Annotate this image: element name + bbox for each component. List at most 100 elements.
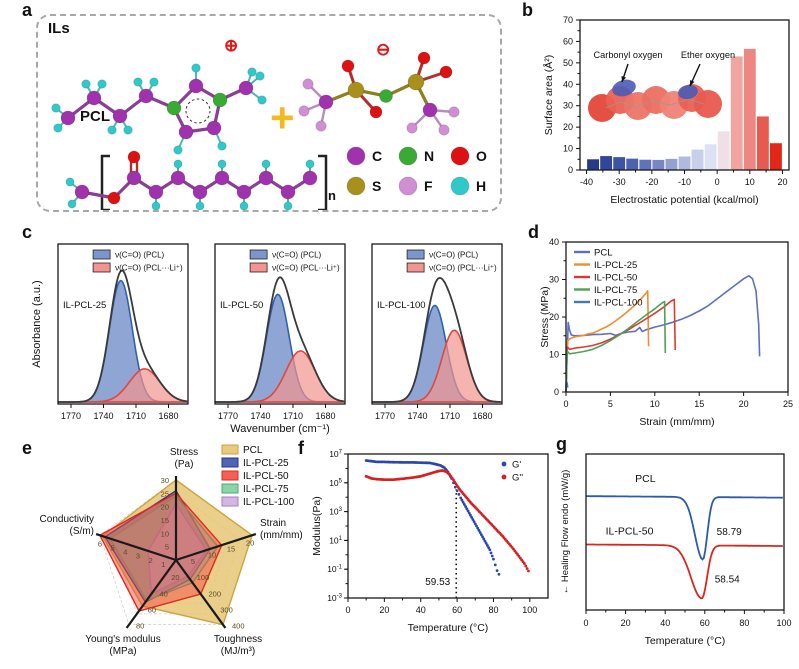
plus-sign: +	[270, 94, 295, 141]
svg-text:60: 60	[563, 36, 573, 46]
panel-label-g: g	[556, 434, 567, 454]
svg-text:Temperature (°C): Temperature (°C)	[645, 635, 726, 647]
melting-point-pcl: 58.79	[717, 527, 742, 538]
atom-H	[217, 159, 227, 169]
svg-text:6: 6	[98, 539, 102, 548]
panel-d-stress-strain-chart: 0 5 10 15 20 25 0 10 20 30 40 Strain (mm/mm) Stress …	[539, 237, 793, 428]
svg-text:C: C	[372, 148, 382, 164]
atom-C	[170, 170, 186, 186]
svg-text:25: 25	[783, 399, 793, 409]
panel-label-a: a	[22, 0, 33, 20]
esp-bar	[691, 149, 704, 170]
esp-bar	[665, 158, 678, 170]
svg-text:10-3: 10-3	[327, 593, 342, 603]
svg-text:IL-PCL-50: IL-PCL-50	[594, 273, 637, 284]
panel-label-f: f	[298, 438, 304, 458]
svg-text:-30: -30	[613, 177, 626, 187]
svg-text:0: 0	[554, 387, 559, 397]
svg-text:IL-PCL-25: IL-PCL-25	[594, 260, 637, 271]
atom-C	[236, 184, 252, 200]
svg-text:50: 50	[563, 58, 573, 68]
svg-text:Stress: Stress	[170, 447, 198, 458]
svg-text:60: 60	[700, 618, 710, 628]
esp-bar	[600, 156, 613, 170]
svg-text:H: H	[476, 178, 486, 194]
molecule-drawing: C N O S F H	[51, 51, 487, 210]
svg-text:80: 80	[488, 605, 498, 615]
atom-F	[315, 120, 327, 132]
atom-C	[258, 170, 274, 186]
atom-H	[173, 159, 183, 169]
esp-bar	[613, 157, 626, 170]
atom-F	[298, 105, 310, 117]
svg-text:20: 20	[563, 122, 573, 132]
svg-text:10: 10	[563, 144, 573, 154]
svg-text:1740: 1740	[407, 411, 427, 421]
esp-bar	[587, 159, 599, 170]
svg-text:10: 10	[549, 350, 559, 360]
atom-C	[302, 170, 318, 186]
svg-text:20: 20	[379, 605, 389, 615]
esp-bar	[652, 159, 665, 170]
svg-text:(mm/mm): (mm/mm)	[260, 530, 303, 541]
atom-C	[318, 94, 334, 110]
svg-text:107: 107	[329, 449, 342, 459]
svg-text:1740: 1740	[250, 411, 270, 421]
curve-label-il-pcl-50: IL-PCL-50	[606, 525, 654, 537]
svg-text:40: 40	[549, 237, 559, 247]
atom-H	[151, 201, 161, 210]
melting-point-il-pcl-50: 58.54	[715, 575, 740, 586]
svg-text:4: 4	[123, 548, 127, 557]
esp-bar	[756, 116, 769, 170]
atom-H	[261, 159, 271, 169]
atom-O	[107, 191, 121, 205]
svg-text:200: 200	[209, 589, 222, 598]
esp-bar	[743, 48, 756, 170]
svg-text:1770: 1770	[375, 411, 395, 421]
svg-text:Ether oxygen: Ether oxygen	[681, 50, 735, 60]
svg-text:1680: 1680	[158, 411, 178, 421]
atom-C	[148, 184, 164, 200]
atom-N	[212, 92, 228, 108]
atom-H	[247, 67, 257, 77]
svg-text:15: 15	[161, 516, 169, 525]
atom-C	[422, 102, 438, 118]
svg-text:0: 0	[568, 165, 573, 175]
atom-C	[192, 184, 208, 200]
curve-label-pcl: PCL	[635, 473, 656, 485]
panel-e-radar-chart: 5101520253051015201002003004002040608012…	[40, 444, 303, 657]
svg-text:70: 70	[563, 15, 573, 25]
svg-text:5: 5	[191, 557, 195, 566]
atom-S	[407, 73, 425, 91]
svg-text:PCL: PCL	[243, 445, 263, 456]
esp-bar	[639, 159, 652, 170]
svg-text:0: 0	[345, 605, 350, 615]
panel-b-esp-bar-chart: -40 -30 -20 -10 0 10 20 0 10 20 30 40 50 60 70 Electros…	[542, 15, 790, 206]
anion-charge-icon: ⊖	[376, 40, 391, 59]
svg-text:103: 103	[329, 507, 342, 517]
svg-text:100: 100	[522, 605, 537, 615]
svg-text:G': G'	[512, 460, 521, 471]
atom-H	[107, 125, 117, 135]
svg-text:10: 10	[650, 399, 660, 409]
svg-text:-10: -10	[678, 177, 691, 187]
svg-text:ν(C=O) (PCL): ν(C=O) (PCL)	[429, 251, 478, 260]
series-IL-PCL-75	[565, 300, 667, 393]
atom-O	[439, 65, 453, 79]
svg-text:20: 20	[777, 177, 787, 187]
svg-text:Electrostatic potential (kcal/: Electrostatic potential (kcal/mol)	[610, 194, 758, 206]
svg-text:20: 20	[739, 399, 749, 409]
atom-H	[149, 77, 159, 87]
svg-text:80: 80	[136, 622, 144, 631]
atom-O	[127, 150, 141, 164]
atom-C	[86, 90, 102, 106]
svg-text:(Pa): (Pa)	[175, 459, 194, 470]
svg-text:IL-PCL-75: IL-PCL-75	[243, 484, 289, 495]
svg-text:20: 20	[621, 618, 631, 628]
atom-H	[283, 201, 293, 210]
svg-text:Wavenumber (cm⁻¹): Wavenumber (cm⁻¹)	[230, 423, 330, 435]
svg-text:ν(C=O) (PCL···Li⁺): ν(C=O) (PCL···Li⁺)	[429, 264, 497, 273]
subplot-title: IL-PCL-25	[63, 300, 106, 311]
svg-text:1740: 1740	[93, 411, 113, 421]
svg-text:O: O	[476, 148, 487, 164]
